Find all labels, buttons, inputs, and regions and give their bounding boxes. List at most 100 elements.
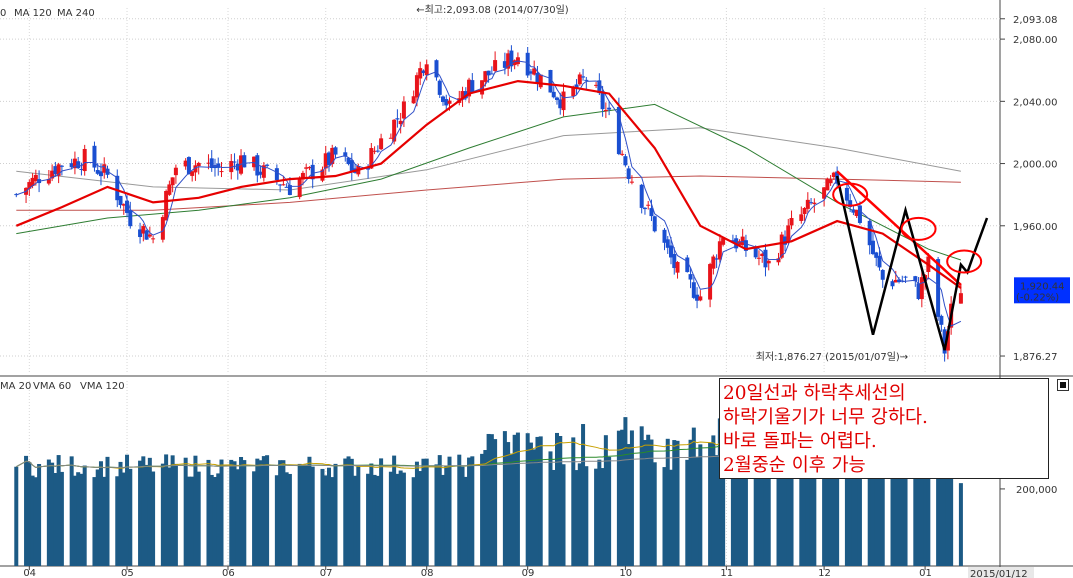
candle-body (708, 264, 713, 300)
candle-body (538, 74, 543, 88)
volume-bar (737, 433, 742, 566)
y-tick-label: 2,040.00 (1013, 97, 1058, 108)
candle-body (320, 169, 325, 181)
candle-body (173, 167, 178, 176)
candle-body (688, 274, 693, 280)
x-month-label: 09 (522, 568, 535, 578)
volume-bar (900, 462, 905, 566)
volume-bar (571, 437, 576, 566)
volume-bar (76, 472, 81, 566)
volume-bar (662, 467, 667, 566)
candle-body (375, 150, 380, 152)
legend-ma240: MA 240 (57, 8, 95, 19)
candle-body (164, 191, 169, 221)
candle-body (809, 202, 814, 204)
candle-body (607, 107, 612, 110)
candle-body (555, 97, 560, 101)
candle-body (212, 166, 217, 169)
volume-bar (349, 458, 354, 566)
downtrend-line (836, 170, 962, 286)
volume-bar (483, 450, 488, 566)
volume-bar (561, 464, 566, 566)
candle-body (287, 185, 292, 196)
volume-bar (594, 468, 599, 566)
volume-bar (59, 471, 64, 566)
candle-body (756, 257, 761, 259)
candle-body (274, 168, 279, 181)
candle-body (232, 161, 237, 163)
candle-body (786, 225, 791, 243)
volume-bar (740, 427, 745, 566)
candle-body (489, 73, 494, 75)
volume-bar (447, 456, 452, 566)
candle-body (121, 204, 126, 206)
volume-bar (574, 470, 579, 566)
volume-bar (229, 459, 234, 566)
candle-body (421, 70, 426, 74)
volume-bar (867, 450, 872, 566)
x-month-label: 10 (619, 568, 632, 578)
candle-body (561, 91, 566, 111)
candle-body (831, 172, 836, 178)
volume-bar (193, 455, 198, 566)
volume-bar (870, 447, 875, 566)
candle-body (776, 258, 781, 263)
volume-bar (326, 467, 331, 566)
candle-body (463, 91, 468, 99)
candle-body (825, 178, 830, 191)
candle-body (506, 53, 511, 69)
volume-bar (809, 441, 814, 566)
volume-bar (333, 463, 338, 566)
volume-bar (300, 464, 305, 566)
candle-body (629, 181, 634, 183)
candle-body (721, 238, 726, 245)
volume-bar (783, 457, 788, 566)
volume-bar (913, 436, 918, 566)
candle-body (398, 120, 403, 125)
candle-body (411, 96, 416, 104)
volume-bar (151, 471, 156, 566)
candle-body (95, 170, 100, 174)
candle-body (854, 209, 859, 217)
candle-body (27, 182, 32, 189)
candle-body (711, 256, 716, 269)
volume-bar (265, 455, 270, 566)
volume-bar (721, 442, 726, 566)
volume-bar (323, 475, 328, 566)
volume-bar (649, 439, 654, 566)
candle-body (903, 276, 908, 278)
volume-bar (105, 456, 110, 566)
volume-bar (916, 457, 921, 566)
x-month-label: 06 (222, 568, 235, 578)
candle-body (691, 282, 696, 298)
volume-bar (95, 469, 100, 566)
candle-body (170, 177, 175, 186)
volume-bar (626, 444, 631, 566)
candle-body (196, 162, 201, 167)
volume-bar (414, 461, 419, 566)
candle-body (502, 61, 507, 68)
candle-body (424, 64, 429, 76)
candle-body (802, 207, 807, 214)
volume-bar (343, 458, 348, 566)
y-tick-label: 2,080.00 (1013, 35, 1058, 46)
candle-body (79, 168, 84, 170)
volume-bar (695, 456, 700, 566)
volume-bar (753, 429, 758, 566)
candle-body (281, 184, 286, 186)
ma240-line (16, 175, 961, 211)
candle-body (743, 240, 748, 251)
volume-bar (437, 455, 442, 566)
candle-body (574, 84, 579, 88)
candle-body (206, 162, 211, 164)
candle-body (822, 187, 827, 199)
volume-tick-label: 200,000 (1016, 485, 1057, 496)
candle-body (890, 281, 895, 287)
candle-body (551, 91, 556, 98)
candle-body (857, 205, 862, 223)
candle-body (56, 164, 61, 176)
maximize-icon[interactable] (1057, 379, 1069, 391)
volume-bar (698, 444, 703, 566)
volume-bar (307, 456, 312, 566)
volume-bar (14, 466, 19, 566)
